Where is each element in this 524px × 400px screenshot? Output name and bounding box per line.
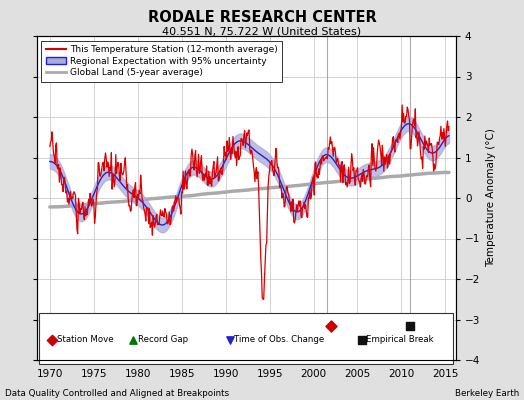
Bar [39, 314, 453, 364]
Text: 40.551 N, 75.722 W (United States): 40.551 N, 75.722 W (United States) [162, 26, 362, 36]
Text: Time of Obs. Change: Time of Obs. Change [234, 335, 325, 344]
Point [406, 322, 414, 329]
Point [48, 336, 57, 343]
Text: RODALE RESEARCH CENTER: RODALE RESEARCH CENTER [148, 10, 376, 25]
Text: Data Quality Controlled and Aligned at Breakpoints: Data Quality Controlled and Aligned at B… [5, 389, 230, 398]
Legend: This Temperature Station (12-month average), Regional Expectation with 95% uncer: This Temperature Station (12-month avera… [41, 40, 282, 82]
Text: Berkeley Earth: Berkeley Earth [454, 389, 519, 398]
Point [226, 336, 234, 343]
Text: Station Move: Station Move [57, 335, 114, 344]
Text: Empirical Break: Empirical Break [366, 335, 434, 344]
Point [129, 336, 137, 343]
Point [327, 322, 335, 329]
Y-axis label: Temperature Anomaly (°C): Temperature Anomaly (°C) [486, 128, 496, 268]
Text: Record Gap: Record Gap [138, 335, 188, 344]
Point [358, 336, 366, 343]
